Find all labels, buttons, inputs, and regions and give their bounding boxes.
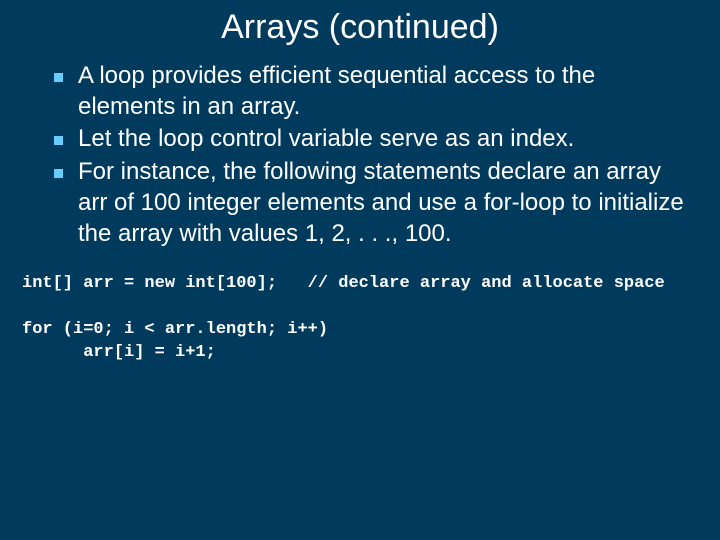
bullet-item: Let the loop control variable serve as a…	[50, 124, 690, 155]
code-block: int[] arr = new int[100]; // declare arr…	[20, 273, 700, 365]
bullet-item: A loop provides efficient sequential acc…	[50, 61, 690, 122]
bullet-item: For instance, the following statements d…	[50, 157, 690, 249]
bullet-list: A loop provides efficient sequential acc…	[20, 61, 700, 249]
slide: Arrays (continued) A loop provides effic…	[0, 0, 720, 540]
code-line: for (i=0; i < arr.length; i++)	[22, 320, 328, 339]
code-line: arr[i] = i+1;	[22, 343, 216, 362]
code-line: int[] arr = new int[100]; // declare arr…	[22, 274, 665, 293]
slide-title: Arrays (continued)	[20, 8, 700, 47]
